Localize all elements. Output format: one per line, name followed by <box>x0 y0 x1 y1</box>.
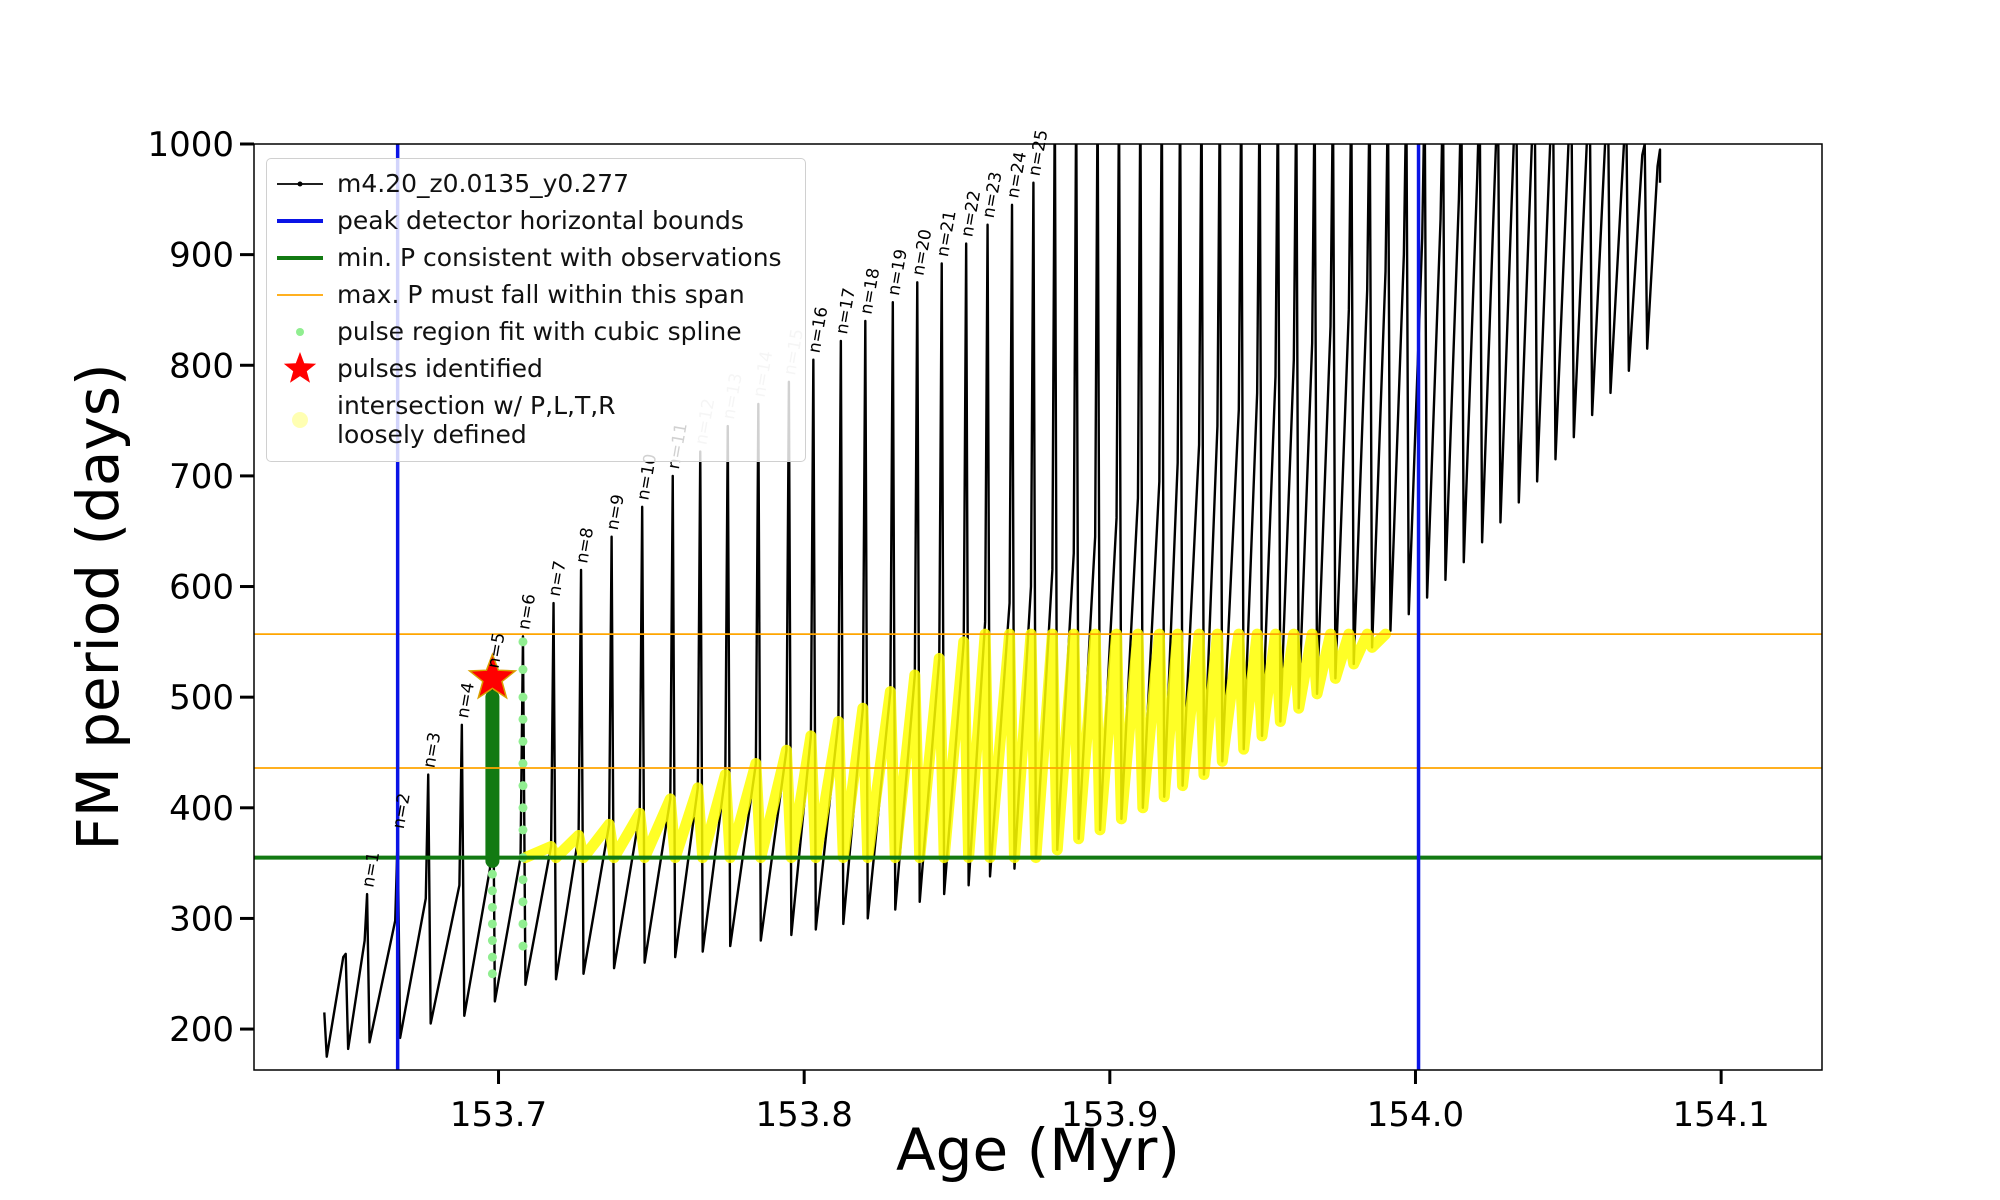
pulse-label: n=2 <box>389 792 415 831</box>
pulse-label: n=19 <box>884 248 912 297</box>
spline-point <box>487 952 497 962</box>
pulse-label: n=20 <box>908 228 936 277</box>
spline-point <box>487 869 497 879</box>
legend-label: pulse region fit with cubic spline <box>337 317 742 346</box>
pulse-label: n=8 <box>572 526 598 565</box>
spline-point <box>518 637 528 647</box>
legend-entry: intersection w/ P,L,T,R loosely defined <box>267 387 805 453</box>
spline-point <box>518 803 528 813</box>
pulse-label: n=16 <box>805 305 833 354</box>
pulse-label: n=9 <box>603 493 629 532</box>
x-tick-label: 154.1 <box>1672 1095 1769 1135</box>
x-tick-label: 153.7 <box>450 1095 547 1135</box>
spline-point <box>518 941 528 951</box>
y-tick-label: 1000 <box>147 125 234 165</box>
legend-entry: min. P consistent with observations <box>267 239 805 276</box>
pulse-label: n=18 <box>857 266 885 315</box>
legend-swatch <box>296 327 304 336</box>
pulse-label: n=6 <box>514 592 540 631</box>
swatch-point <box>296 327 304 336</box>
legend-swatch <box>277 218 323 223</box>
spline-point <box>518 665 528 675</box>
pulse-label: n=17 <box>832 286 860 335</box>
y-tick-label: 500 <box>169 678 234 718</box>
y-tick-label: 700 <box>169 457 234 497</box>
legend-label: min. P consistent with observations <box>337 243 782 272</box>
x-tick-label: 153.9 <box>1061 1095 1158 1135</box>
legend-label: peak detector horizontal bounds <box>337 206 744 235</box>
x-axis-label: Age (Myr) <box>896 1116 1180 1184</box>
spline-point <box>518 897 528 907</box>
legend-entry: m4.20_z0.0135_y0.277 <box>267 165 805 202</box>
y-tick-label: 400 <box>169 789 234 829</box>
swatch-dot <box>297 181 303 186</box>
spline-point <box>518 692 528 702</box>
legend-entry: peak detector horizontal bounds <box>267 202 805 239</box>
pulse-star <box>467 652 518 700</box>
y-tick-label: 200 <box>169 1010 234 1050</box>
y-tick-label: 800 <box>169 346 234 386</box>
plot-frame <box>253 143 1823 1071</box>
pulse-label: n=23 <box>979 170 1007 219</box>
legend-label: max. P must fall within this span <box>337 280 745 309</box>
legend-swatch <box>283 351 317 383</box>
spline-point <box>518 736 528 746</box>
legend-label: m4.20_z0.0135_y0.277 <box>337 169 629 198</box>
spline-point <box>487 936 497 946</box>
y-tick-label: 300 <box>169 899 234 939</box>
legend-entry: pulses identified <box>267 350 805 387</box>
legend-entry: max. P must fall within this span <box>267 276 805 313</box>
spline-point <box>518 875 528 885</box>
spline-point <box>518 919 528 929</box>
y-axis-label: FM period (days) <box>64 363 132 850</box>
y-tick-label: 600 <box>169 568 234 608</box>
plot-area <box>254 144 1822 1070</box>
legend-label: pulses identified <box>337 354 543 383</box>
spline-point <box>487 902 497 912</box>
swatch-circle <box>292 412 308 428</box>
pulse-label: n=5 <box>484 631 510 670</box>
spline-point <box>518 714 528 724</box>
spline-point <box>487 969 497 979</box>
legend-label: intersection w/ P,L,T,R loosely defined <box>337 391 616 449</box>
pulse-label: n=21 <box>933 209 961 258</box>
swatch-star <box>283 351 317 383</box>
spline-point <box>487 919 497 929</box>
legend-entry: pulse region fit with cubic spline <box>267 313 805 350</box>
y-tick-label: 900 <box>169 236 234 276</box>
pulse-label: n=25 <box>1025 128 1053 177</box>
pulse-label: n=4 <box>453 681 479 720</box>
pulse-label: n=3 <box>419 731 445 770</box>
data-line <box>323 144 1662 1058</box>
pulse-label: n=7 <box>545 559 571 598</box>
x-tick-label: 153.8 <box>756 1095 853 1135</box>
legend-swatch <box>277 181 323 186</box>
x-tick-label: 154.0 <box>1367 1095 1464 1135</box>
legend-swatch <box>277 293 323 296</box>
legend-swatch <box>292 412 308 428</box>
spline-point <box>518 781 528 791</box>
spline-point <box>487 886 497 896</box>
spline-point <box>518 825 528 835</box>
highlight-band <box>519 628 1392 864</box>
spline-point <box>518 759 528 769</box>
legend-swatch <box>277 255 323 260</box>
